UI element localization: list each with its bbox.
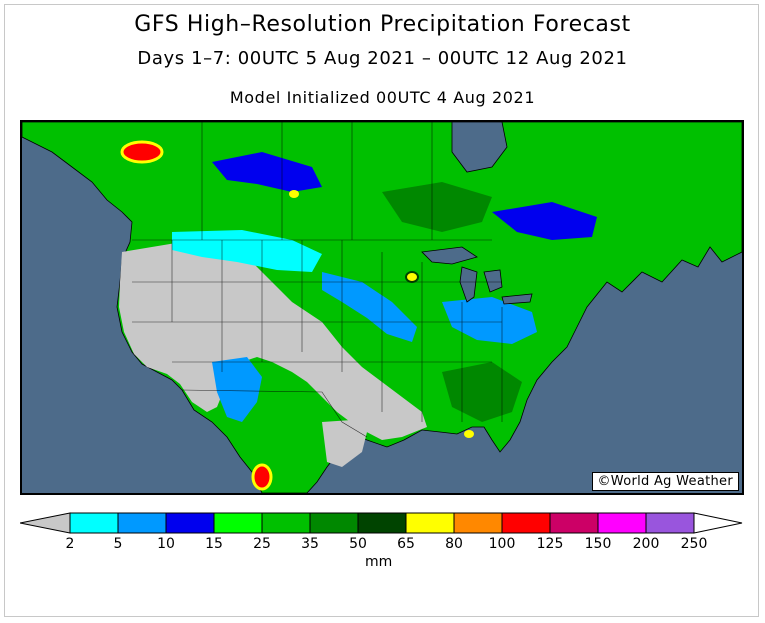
colorbar-tick-label: 35 <box>301 536 319 552</box>
colorbar-above-max-arrow <box>693 512 743 534</box>
colorbar-bin <box>597 512 647 534</box>
colorbar-bin <box>405 512 455 534</box>
colorbar-bin <box>69 512 119 534</box>
colorbar-bins <box>69 512 695 534</box>
colorbar-bin <box>549 512 599 534</box>
colorbar-tick-label: 125 <box>536 536 564 552</box>
colorbar-tick-label: 25 <box>253 536 271 552</box>
heavy-precip-hotspot-florida <box>464 430 474 438</box>
heavy-rain-band-east <box>492 202 597 240</box>
forecast-period: Days 1–7: 00UTC 5 Aug 2021 – 00UTC 12 Au… <box>137 48 628 69</box>
colorbar-tick-label: 15 <box>205 536 223 552</box>
political-boundaries <box>132 122 503 438</box>
colorbar-tick-label: 50 <box>349 536 367 552</box>
colorbar-unit-label: mm <box>365 554 393 570</box>
colorbar-bin <box>261 512 311 534</box>
heavy-precip-hotspot-midwest <box>405 271 419 283</box>
model-initialization: Model Initialized 00UTC 4 Aug 2021 <box>229 88 536 107</box>
colorbar-tick-label: 100 <box>488 536 516 552</box>
moderate-rain-band-east <box>442 297 537 344</box>
map-canvas <box>22 122 742 493</box>
heavy-precip-hotspot-bc <box>120 140 164 164</box>
colorbar-tick-label: 10 <box>157 536 175 552</box>
colorbar-tick-label: 150 <box>584 536 612 552</box>
colorbar-bin <box>165 512 215 534</box>
colorbar-bin <box>213 512 263 534</box>
hudson-bay <box>451 122 508 173</box>
moderate-rain-band <box>322 272 417 342</box>
wet-region-canada <box>382 182 492 232</box>
southwest-monsoon-band <box>212 357 262 422</box>
colorbar-tick-label: 80 <box>445 536 463 552</box>
colorbar-tick-label: 250 <box>680 536 708 552</box>
great-lakes <box>421 246 533 305</box>
heavy-rain-band-north <box>212 152 322 192</box>
colorbar-tick-label: 2 <box>65 536 75 552</box>
colorbar-bin <box>309 512 359 534</box>
colorbar-bin <box>501 512 551 534</box>
map-title: GFS High–Resolution Precipitation Foreca… <box>134 12 631 37</box>
colorbar-bin <box>357 512 407 534</box>
precipitation-map: ©World Ag Weather <box>20 120 744 495</box>
colorbar-below-min-arrow <box>20 512 71 534</box>
dry-region-southeast-mexico <box>322 420 367 467</box>
colorbar-tick-label: 200 <box>632 536 660 552</box>
copyright-credit: ©World Ag Weather <box>591 472 739 491</box>
colorbar-bin <box>117 512 167 534</box>
colorbar-tick-label: 5 <box>113 536 123 552</box>
precipitation-colorbar <box>20 512 743 534</box>
heavy-precip-hotspot-canada <box>289 190 299 198</box>
light-rain-band <box>172 230 322 272</box>
colorbar-tick-label: 65 <box>397 536 415 552</box>
heavy-precip-hotspot-mexico <box>251 463 273 491</box>
colorbar-bin <box>645 512 695 534</box>
colorbar-bin <box>453 512 503 534</box>
